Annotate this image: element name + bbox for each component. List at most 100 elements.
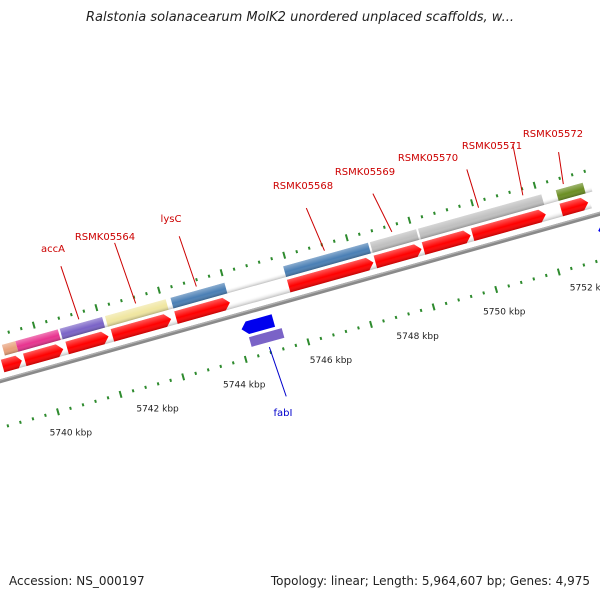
genome-stats-text: Topology: linear; Length: 5,964,607 bp; …	[270, 574, 590, 588]
gene-label-acca[interactable]: accA	[41, 244, 65, 255]
scale-tick	[407, 216, 412, 224]
scale-tick	[106, 396, 110, 400]
scale-tick	[508, 190, 511, 195]
scale-tick	[394, 315, 398, 320]
gene-label-rsmk05572[interactable]: RSMK05572	[523, 129, 583, 140]
map-title: Ralstonia solanacearum MolK2 unordered u…	[85, 10, 514, 25]
scale-tick	[307, 246, 311, 250]
scale-tick	[431, 303, 436, 311]
scale-tick	[395, 222, 399, 226]
scale-tick	[31, 417, 35, 421]
scale-tick	[444, 301, 448, 306]
gene-label-fabi[interactable]: fabI	[274, 408, 293, 419]
scale-tick	[156, 382, 160, 386]
scale-tick	[382, 319, 385, 323]
gene-label-rsmk05569[interactable]: RSMK05569	[335, 167, 395, 178]
gene-label-rsmk05568[interactable]: RSMK05568	[273, 181, 333, 192]
gene-label-rsmk05571[interactable]: RSMK05571	[462, 141, 522, 152]
feature-box[interactable]	[248, 328, 285, 347]
scale-tick	[69, 312, 73, 317]
feature-track-reverse	[240, 220, 600, 347]
scale-tick	[369, 320, 373, 329]
scale-tick	[544, 273, 548, 278]
scale-label: 5744 kbp	[223, 380, 266, 390]
scale-tick	[332, 333, 335, 337]
gene-label-lysc[interactable]: lysC	[161, 214, 182, 225]
scale-tick	[470, 199, 474, 207]
scale-tick	[6, 424, 10, 428]
scale-tick	[344, 329, 348, 334]
reverse-cds-arrow[interactable]	[240, 314, 276, 335]
scale-tick	[433, 211, 436, 215]
scale-tick	[445, 208, 449, 212]
scale-tick	[231, 361, 235, 365]
gene-label-rsmk05564[interactable]: RSMK05564	[75, 232, 135, 243]
scale-tick	[144, 385, 147, 390]
scale-label: 5742 kbp	[136, 405, 179, 415]
scale-tick	[182, 281, 186, 285]
scale-tick	[281, 347, 285, 351]
scale-tick	[181, 373, 186, 381]
scale-tick	[319, 336, 323, 341]
scale-tick	[44, 413, 47, 418]
scale-label: 5752 kbp	[570, 284, 600, 294]
scale-tick	[556, 268, 561, 276]
scale-tick	[69, 406, 72, 411]
scale-tick	[232, 267, 236, 271]
feature-box[interactable]	[1, 341, 19, 356]
scale-tick	[145, 291, 148, 296]
scale-tick	[19, 326, 23, 331]
scale-tick	[583, 169, 587, 174]
scale-tick	[469, 294, 473, 299]
scale-label: 5748 kbp	[396, 332, 439, 342]
scale-tick	[507, 284, 511, 288]
scale-tick	[118, 390, 123, 398]
scale-tick	[243, 355, 248, 364]
accession-text: Accession: NS_000197	[9, 574, 145, 588]
scale-tick	[82, 309, 86, 313]
scale-tick	[120, 298, 123, 303]
scale-tick	[482, 291, 486, 295]
scale-tick	[56, 408, 60, 416]
upper-ticks	[7, 169, 587, 334]
scale-tick	[407, 312, 410, 316]
scale-tick	[457, 298, 461, 302]
scale-tick	[420, 215, 424, 219]
scale-tick	[57, 316, 61, 320]
scale-tick	[19, 420, 22, 425]
scale-label: 5740 kbp	[50, 429, 93, 439]
scale-tick	[357, 232, 361, 236]
scale-tick	[7, 330, 11, 334]
scale-tick	[582, 263, 586, 267]
scale-tick	[532, 181, 537, 189]
scale-tick	[245, 263, 248, 268]
scale-tick	[558, 176, 562, 181]
scale-tick	[370, 229, 374, 233]
scale-label: 5746 kbp	[310, 356, 353, 366]
scale-tick	[270, 256, 274, 261]
scale-tick	[295, 250, 299, 254]
scale-tick	[94, 304, 99, 312]
scale-tick	[595, 259, 598, 264]
scale-tick	[282, 251, 287, 259]
scale-tick	[519, 280, 523, 285]
scale-tick	[207, 274, 211, 278]
scale-tick	[94, 399, 97, 404]
scale-tick	[569, 266, 573, 271]
scale-label: 5750 kbp	[483, 308, 526, 318]
scale-tick	[107, 302, 111, 306]
reverse-cds-arrow[interactable]	[596, 220, 600, 238]
scale-tick	[332, 239, 336, 243]
scale-tick	[382, 225, 386, 229]
scale-tick	[219, 364, 223, 369]
scale-tick	[31, 321, 36, 329]
scale-tick	[157, 286, 161, 294]
scale-tick	[532, 277, 536, 281]
scale-tick	[495, 194, 499, 198]
scale-tick	[206, 368, 210, 372]
cds-arrow[interactable]	[0, 354, 24, 373]
gene-label-rsmk05570[interactable]: RSMK05570	[398, 153, 458, 164]
scale-tick	[219, 269, 224, 277]
